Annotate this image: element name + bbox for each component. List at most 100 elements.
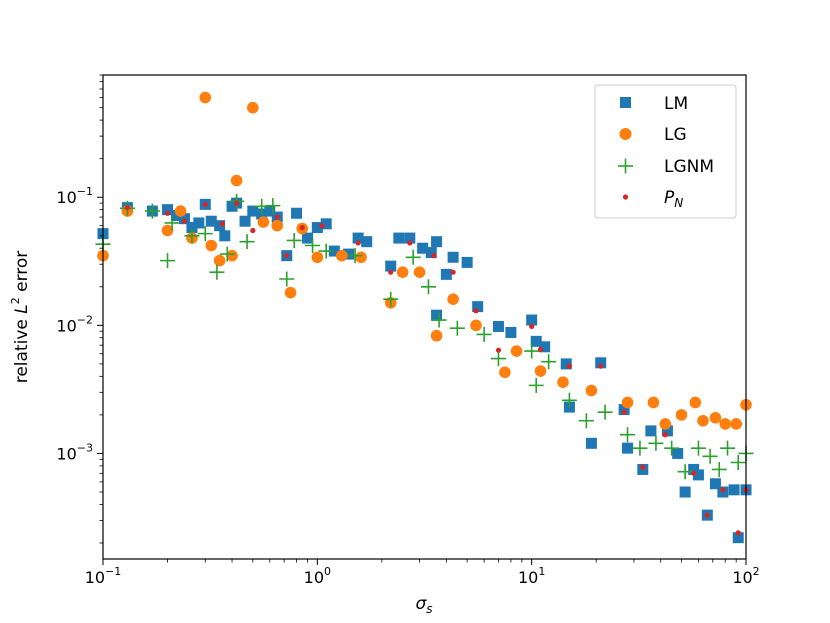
legend-label-lm: LM: [664, 94, 688, 114]
point-lgnm: [160, 253, 176, 269]
point-lg: [499, 366, 511, 379]
point-pn: [720, 487, 726, 493]
point-lm: [302, 232, 314, 244]
point-lm: [645, 425, 657, 437]
point-pn: [529, 323, 535, 330]
point-lm: [361, 236, 373, 248]
point-lgnm: [219, 246, 235, 262]
point-lm: [205, 215, 217, 227]
legend-marker-circle: [619, 128, 632, 140]
point-lgnm: [677, 464, 693, 480]
point-lgnm: [524, 343, 540, 359]
point-lg: [719, 418, 732, 430]
point-pn: [566, 363, 573, 369]
point-lg: [271, 219, 284, 232]
point-lm: [431, 309, 443, 321]
point-lg: [534, 365, 547, 377]
point-lgnm: [597, 404, 613, 420]
point-lgnm: [347, 248, 363, 264]
point-lg: [174, 205, 187, 217]
point-lm: [530, 335, 542, 347]
point-lm: [311, 222, 323, 234]
point-lm: [692, 469, 704, 481]
point-lm: [393, 232, 405, 244]
y-tick-label-exp: −3: [77, 441, 93, 454]
point-pn: [407, 240, 413, 246]
point-lgnm: [209, 264, 225, 280]
y-tick-label: 10−1: [56, 185, 93, 207]
point-lgnm: [664, 440, 680, 456]
point-lgnm: [449, 320, 465, 336]
series-pn: [124, 200, 749, 536]
point-lm: [404, 232, 416, 244]
point-lm: [239, 215, 251, 227]
point-pn: [284, 253, 290, 259]
point-lgnm: [265, 198, 281, 214]
x-tick-label-exp: 1: [538, 565, 545, 578]
y-tick-label: 10−2: [56, 313, 93, 335]
point-lm: [661, 425, 673, 437]
point-lm: [170, 210, 182, 222]
point-lm: [186, 222, 198, 234]
point-pn: [355, 240, 361, 246]
legend-item-pn: PN: [622, 188, 683, 210]
y-tick-label-exp: −1: [77, 185, 93, 198]
point-lm: [472, 301, 484, 313]
point-lm: [162, 204, 174, 216]
point-lgnm: [702, 448, 718, 464]
legend-marker-square: [620, 97, 631, 108]
legend: LM LG LGNM PN: [594, 84, 737, 219]
point-lgnm: [164, 215, 180, 231]
point-lm: [320, 218, 332, 230]
point-lm: [425, 247, 437, 259]
point-pn: [388, 269, 394, 275]
point-lm: [431, 236, 443, 248]
point-lgnm: [561, 392, 577, 408]
point-pn: [164, 210, 171, 216]
point-lm: [328, 245, 340, 257]
point-pn: [233, 200, 240, 206]
point-lgnm: [648, 435, 664, 451]
point-lm: [447, 251, 459, 263]
point-lg: [396, 266, 409, 278]
legend-label-pn-sub: N: [674, 196, 683, 210]
point-lg: [247, 101, 259, 114]
point-lm: [256, 208, 268, 220]
point-lm: [264, 205, 276, 217]
point-lm: [247, 205, 259, 217]
point-lgnm: [318, 243, 334, 259]
point-pn: [219, 221, 225, 227]
legend-marker-dot: [622, 194, 629, 200]
point-lm: [560, 358, 572, 370]
y-axis-label: relative L2 error: [9, 251, 32, 384]
point-lm: [505, 326, 517, 338]
point-lg: [335, 249, 348, 262]
x-tick-label: 100: [304, 565, 331, 587]
point-lg: [470, 319, 482, 332]
legend-label-lgnm: LGNM: [664, 157, 714, 177]
legend-box: [594, 84, 737, 219]
x-tick-label-base: 10: [304, 568, 324, 587]
point-lm: [492, 320, 504, 332]
point-lg: [430, 329, 443, 342]
plot-frame: [102, 74, 747, 560]
point-lgnm: [279, 271, 295, 287]
point-lm: [219, 230, 231, 242]
point-lgnm: [490, 351, 506, 367]
point-lm: [214, 220, 226, 232]
point-lgnm: [690, 440, 706, 456]
y-tick-label-base: 10: [56, 188, 76, 207]
x-tick-label-exp: −1: [105, 565, 121, 578]
point-lgnm: [286, 232, 302, 248]
y-axis-label-pre: relative: [12, 314, 32, 384]
x-tick-label: 101: [518, 565, 545, 587]
point-pn: [704, 512, 710, 518]
x-tick-label: 10−1: [85, 565, 122, 587]
x-axis-label: σs: [415, 594, 432, 616]
point-lg: [689, 396, 702, 409]
point-pn: [124, 205, 131, 211]
point-lg: [659, 418, 672, 430]
point-pn: [621, 409, 627, 415]
point-lgnm: [383, 291, 399, 307]
